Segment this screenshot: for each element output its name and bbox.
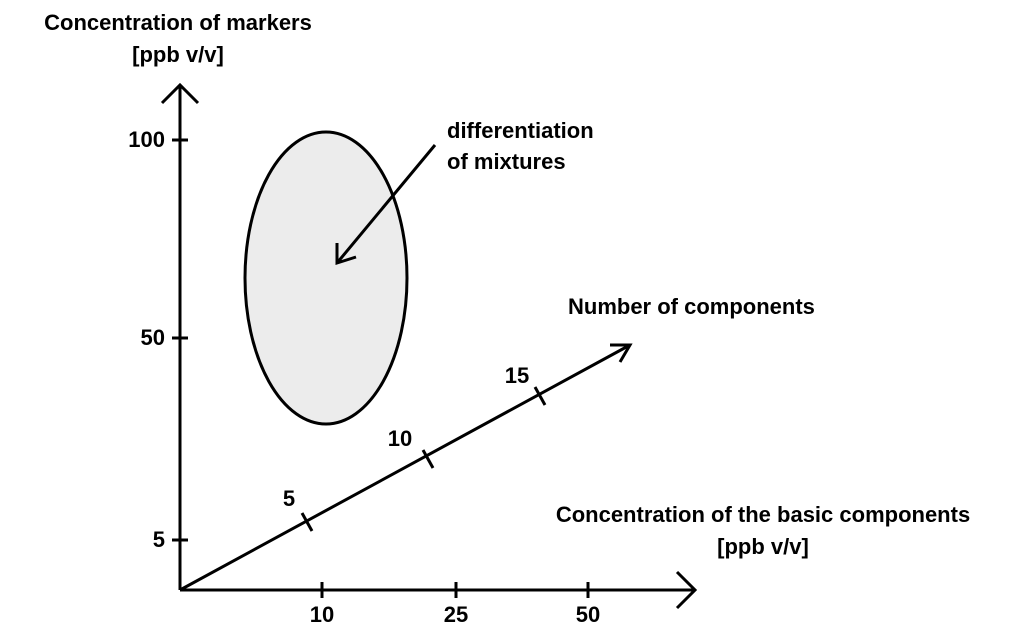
x-axis-label: [ppb v/v] bbox=[717, 534, 809, 559]
diagonal-axis bbox=[179, 343, 633, 592]
annotation-arrow bbox=[335, 144, 437, 266]
diagonal-tick bbox=[533, 386, 547, 406]
y-axis-label: [ppb v/v] bbox=[132, 42, 224, 67]
diagonal-tick-label: 5 bbox=[283, 486, 295, 511]
y-tick-label: 5 bbox=[153, 527, 165, 552]
diagonal-tick-label: 10 bbox=[388, 426, 412, 451]
x-axis bbox=[180, 570, 698, 610]
diagonal-tick bbox=[421, 449, 435, 469]
x-axis-label: Concentration of the basic components bbox=[556, 502, 970, 527]
x-tick-label: 25 bbox=[444, 602, 468, 627]
diagonal-tick-label: 15 bbox=[505, 363, 529, 388]
x-tick-label: 50 bbox=[576, 602, 600, 627]
annotation: differentiation bbox=[447, 118, 594, 143]
diagonal-axis-label: Number of components bbox=[568, 294, 815, 319]
y-axis-label: Concentration of markers bbox=[44, 10, 312, 35]
mixture-region bbox=[243, 130, 409, 426]
y-tick-label: 100 bbox=[128, 127, 165, 152]
diagonal-tick bbox=[300, 512, 314, 532]
y-tick-label: 50 bbox=[141, 325, 165, 350]
annotation: of mixtures bbox=[447, 149, 566, 174]
x-tick-label: 10 bbox=[310, 602, 334, 627]
